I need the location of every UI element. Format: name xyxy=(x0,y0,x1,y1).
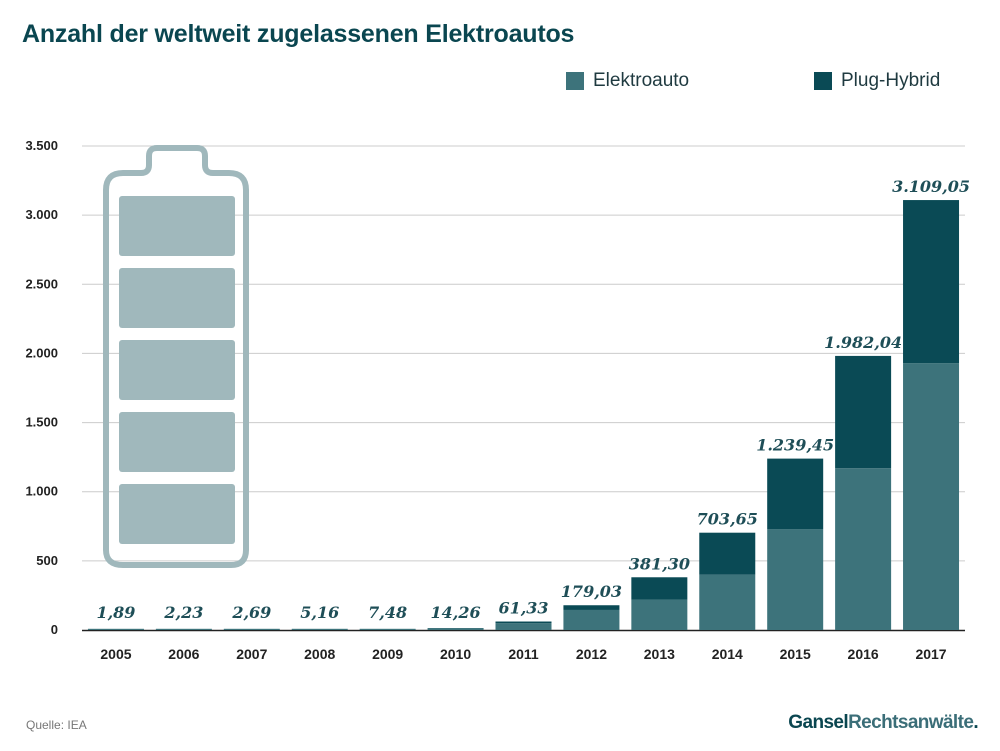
battery-icon xyxy=(103,145,249,568)
y-tick-label: 1.000 xyxy=(25,484,58,499)
bar-plug-hybrid xyxy=(903,200,960,364)
bar-plug-hybrid xyxy=(699,532,756,575)
brand-logo: GanselRechtsanwälte. xyxy=(788,712,978,734)
label-layer: 1,89 2005 2,23 2006 2,69 2007 5,16 2008 7,48 2009… xyxy=(96,177,970,662)
logo-part1: Gansel xyxy=(788,712,849,733)
bar-plug-hybrid xyxy=(835,355,892,469)
bar-elektroauto xyxy=(699,574,756,630)
y-tick-label: 1.500 xyxy=(25,415,58,430)
x-tick-label: 2011 xyxy=(508,646,539,662)
x-tick-label: 2006 xyxy=(168,646,199,662)
x-tick-label: 2010 xyxy=(440,646,471,662)
data-label: 1.239,45 xyxy=(756,436,834,455)
bar-elektroauto xyxy=(427,628,484,630)
x-tick-label: 2017 xyxy=(915,646,946,662)
data-label: 61,33 xyxy=(498,599,548,618)
legend-swatch-elektroauto xyxy=(566,72,584,90)
data-label: 2,23 xyxy=(163,603,203,622)
data-label: 2,69 xyxy=(231,603,271,622)
battery-cell xyxy=(119,484,235,544)
data-label: 703,65 xyxy=(697,510,758,529)
y-tick-label: 3.500 xyxy=(25,138,58,153)
data-label: 381,30 xyxy=(629,554,690,573)
x-tick-label: 2013 xyxy=(644,646,675,662)
battery-cell xyxy=(119,340,235,400)
bar-elektroauto xyxy=(359,628,416,630)
bar-elektroauto xyxy=(155,628,212,630)
y-tick-label: 0 xyxy=(51,622,58,637)
bar-elektroauto xyxy=(631,599,688,630)
source-note: Quelle: IEA xyxy=(26,718,87,732)
bar-elektroauto xyxy=(903,363,960,630)
legend-item-elektroauto: Elektroauto xyxy=(566,70,689,92)
data-label: 7,48 xyxy=(368,603,407,622)
bar-elektroauto xyxy=(291,628,348,630)
data-label: 14,26 xyxy=(431,603,481,622)
bar-elektroauto xyxy=(223,628,280,630)
bar-plug-hybrid xyxy=(563,605,620,610)
battery-cell xyxy=(119,196,235,256)
y-tick-label: 3.000 xyxy=(25,207,58,222)
x-tick-label: 2007 xyxy=(236,646,267,662)
bar-elektroauto xyxy=(767,529,824,630)
battery-cell xyxy=(119,412,235,472)
logo-part2: Rechtsanwälte xyxy=(848,712,974,733)
bar-plug-hybrid xyxy=(631,577,688,600)
legend-label-elektroauto: Elektroauto xyxy=(593,70,690,91)
bar-layer xyxy=(87,200,960,630)
data-label: 3.109,05 xyxy=(892,177,970,196)
battery-outline xyxy=(103,145,249,568)
x-tick-label: 2014 xyxy=(712,646,743,662)
bar-elektroauto xyxy=(495,623,552,630)
legend-label-plug-hybrid: Plug-Hybrid xyxy=(841,70,941,91)
y-tick-label: 2.000 xyxy=(25,345,58,360)
legend-item-plug-hybrid: Plug-Hybrid xyxy=(814,70,940,92)
battery-cell xyxy=(119,268,235,328)
data-label: 1.982,04 xyxy=(824,333,902,352)
logo-dot: . xyxy=(973,712,978,733)
y-tick-label: 2.500 xyxy=(25,276,58,291)
x-tick-label: 2015 xyxy=(780,646,811,662)
bar-elektroauto xyxy=(87,628,144,630)
data-label: 5,16 xyxy=(300,603,339,622)
data-label: 1,89 xyxy=(96,603,135,622)
legend-swatch-plug-hybrid xyxy=(814,72,832,90)
bar-elektroauto xyxy=(835,468,892,630)
bar-plug-hybrid xyxy=(495,621,552,624)
chart-title: Anzahl der weltweit zugelassenen Elektro… xyxy=(22,20,575,48)
bar-plug-hybrid xyxy=(767,458,824,530)
x-tick-label: 2016 xyxy=(848,646,879,662)
data-label: 179,03 xyxy=(561,582,622,601)
x-tick-label: 2012 xyxy=(576,646,607,662)
bar-elektroauto xyxy=(563,609,620,630)
x-tick-label: 2005 xyxy=(100,646,131,662)
y-tick-label: 500 xyxy=(36,553,58,568)
x-tick-label: 2009 xyxy=(372,646,403,662)
x-tick-label: 2008 xyxy=(304,646,335,662)
